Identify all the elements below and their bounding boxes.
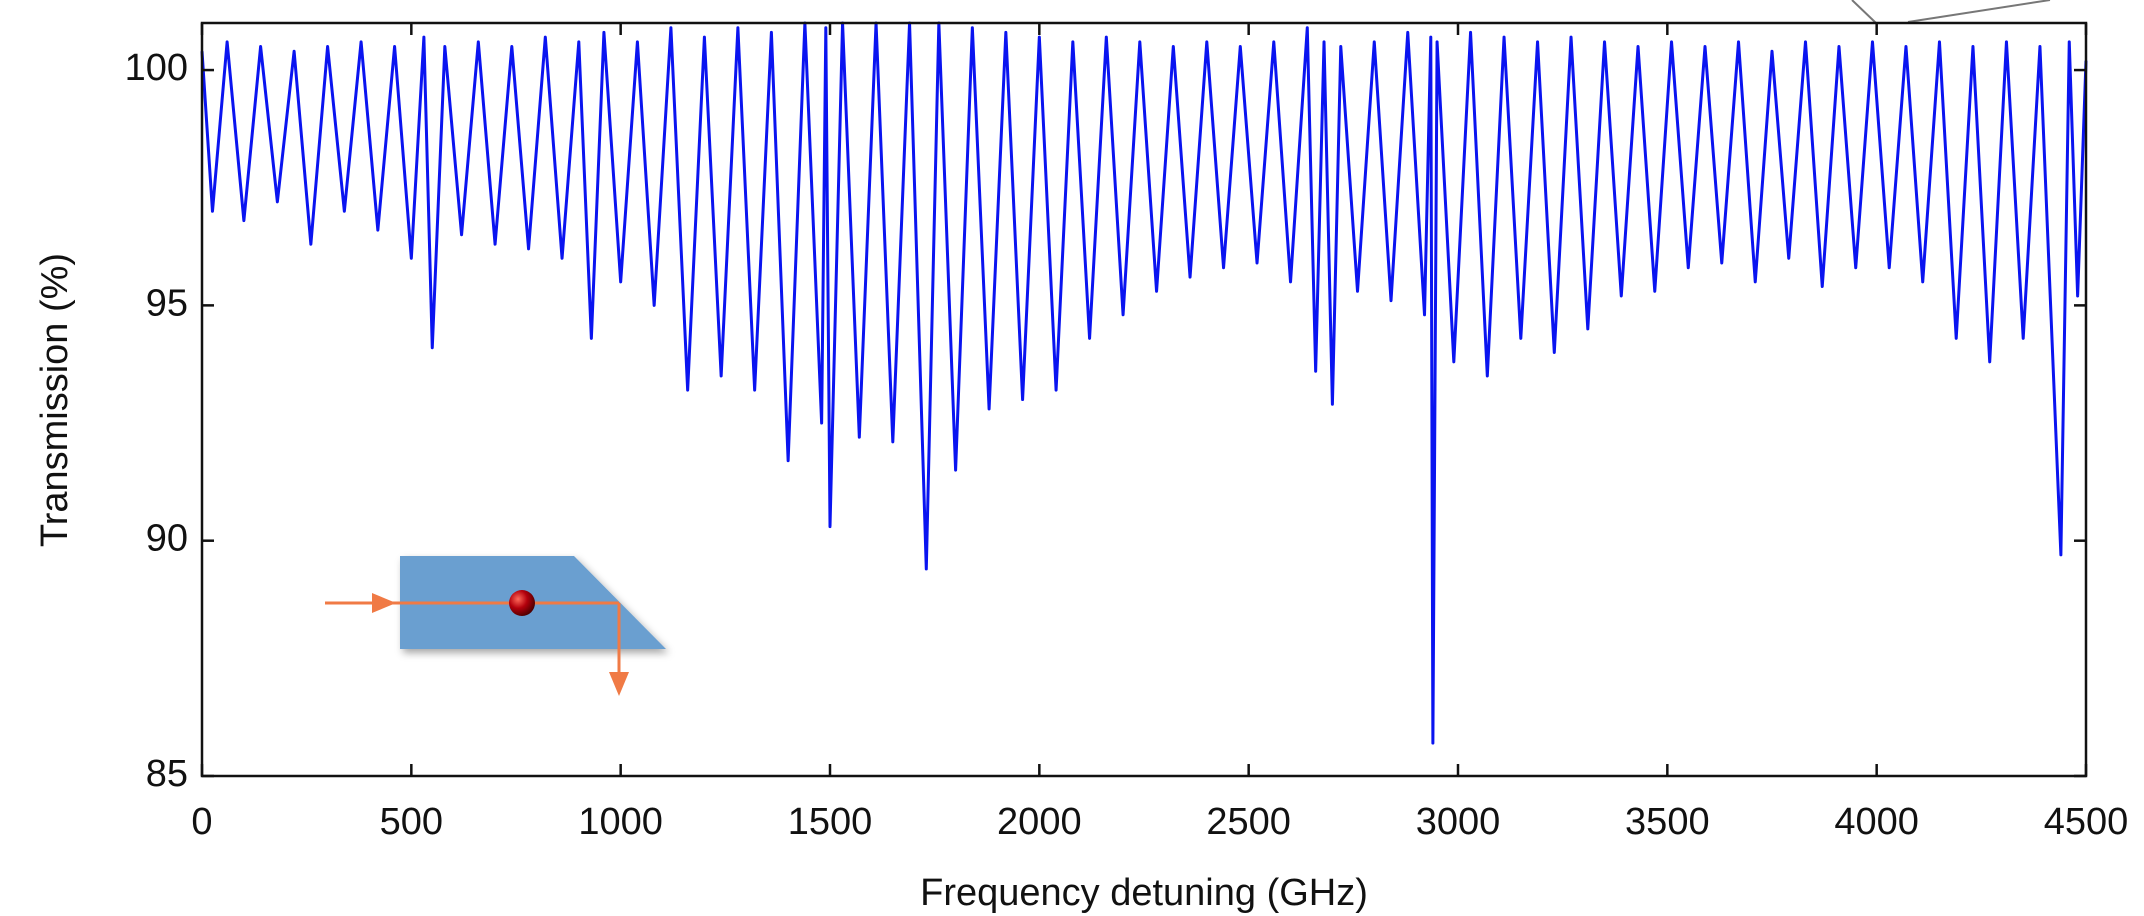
callout-line (1907, 0, 2051, 23)
x-tick-label: 4500 (2044, 801, 2129, 843)
x-tick-label: 2000 (997, 801, 1082, 843)
x-tick-label: 3000 (1416, 801, 1501, 843)
y-tick-label: 95 (146, 282, 188, 324)
y-tick-label: 85 (146, 753, 188, 795)
particle (509, 590, 535, 616)
callout-lines (1851, 0, 2051, 24)
x-tick-label: 500 (380, 801, 443, 843)
x-tick-label: 3500 (1625, 801, 1710, 843)
y-axis-label: Transmission (%) (34, 253, 76, 547)
y-tick-label: 90 (146, 518, 188, 560)
plot-frame (200, 21, 2088, 778)
x-tick-label: 4000 (1834, 801, 1919, 843)
inset-diagram (325, 556, 666, 696)
x-axis-label: Frequency detuning (GHz) (920, 872, 1368, 914)
x-tick-label: 0 (191, 801, 212, 843)
arrow-head (372, 593, 396, 613)
x-tick-label: 2500 (1206, 801, 1291, 843)
callout-line (1851, 0, 1877, 24)
y-tick-label: 100 (125, 47, 188, 89)
x-tick-label: 1500 (788, 801, 873, 843)
arrow-head (609, 672, 629, 696)
plot-area (200, 21, 2088, 745)
x-tick-label: 1000 (578, 801, 663, 843)
data-line (200, 21, 2088, 745)
